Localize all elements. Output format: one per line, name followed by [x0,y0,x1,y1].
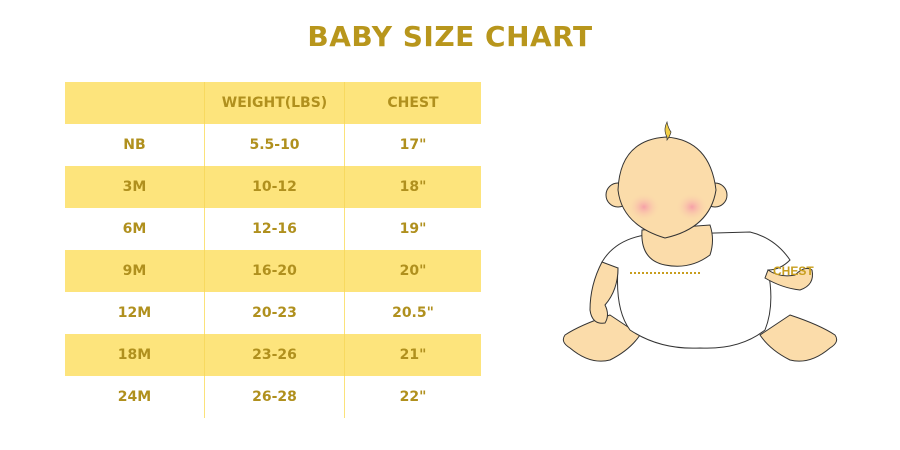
chest-cell: 20" [344,250,481,292]
table-header-row: WEIGHT(LBS) CHEST [65,82,481,124]
table-row: 3M 10-12 18" [65,166,481,208]
weight-cell: 16-20 [204,250,345,292]
size-cell: 9M [65,250,205,292]
size-cell: 3M [65,166,205,208]
weight-cell: 20-23 [204,292,345,334]
right-cheek [676,193,708,221]
size-cell: 12M [117,305,152,321]
size-chart-table: WEIGHT(LBS) CHEST NB 5.5-10 17" 3M 10-12 18"… [65,82,481,418]
weight-cell: 23-26 [204,334,345,376]
left-leg [562,314,641,362]
chest-cell: 21" [344,334,481,376]
weight-cell: 12-16 [204,208,345,250]
table-row: 9M 16-20 20" [65,250,481,292]
table-row: 6M 12-16 19" [65,208,481,250]
size-cell: 18M [65,334,205,376]
table-row: 24M 26-28 22" [65,376,481,418]
chest-cell: 22" [344,376,481,418]
chest-cell: 18" [344,166,481,208]
header-size [65,82,205,124]
table-row: 18M 23-26 21" [65,334,481,376]
table-row: NB 5.5-10 17" [65,124,481,166]
chest-label: CHEST [773,264,814,278]
weight-cell: 5.5-10 [204,124,345,166]
weight-cell: 26-28 [204,376,345,418]
size-cell: 24M [117,389,152,405]
baby-illustration [562,120,838,362]
header-chest: CHEST [344,82,481,124]
chest-cell: 20.5" [344,292,481,334]
right-leg [759,314,838,362]
left-cheek [628,193,660,221]
chest-cell: 19" [344,208,481,250]
hair-curl [664,120,672,142]
weight-cell: 10-12 [204,166,345,208]
header-weight: WEIGHT(LBS) [204,82,345,124]
chest-cell: 17" [344,124,481,166]
size-cell: NB [123,137,146,153]
left-arm [589,261,619,324]
page-title: BABY SIZE CHART [307,20,593,53]
head [617,136,717,239]
size-cell: 6M [122,221,147,237]
right-arm [764,267,813,291]
table-row: 12M 20-23 20.5" [65,292,481,334]
